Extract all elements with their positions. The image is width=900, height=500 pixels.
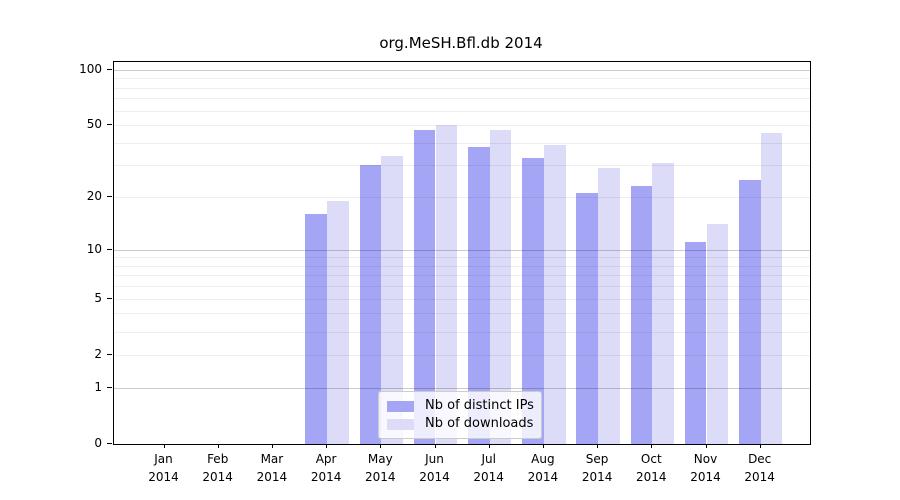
gridline-minor-20 xyxy=(114,197,810,199)
gridline-minor-80 xyxy=(114,87,810,89)
bar-may-downloads xyxy=(381,155,403,444)
plot-area: Nb of distinct IPs Nb of downloads xyxy=(113,61,811,445)
bar-jun-distinct-ips xyxy=(413,130,436,444)
y-tick-2 xyxy=(107,353,112,355)
gridline-major-100 xyxy=(114,69,810,71)
gridline-minor-90 xyxy=(114,78,810,80)
bar-jun-downloads xyxy=(435,125,458,444)
gridline-minor-6 xyxy=(114,286,810,288)
bar-aug-downloads xyxy=(543,144,566,444)
x-tick-sep xyxy=(597,444,599,448)
bar-apr-distinct-ips xyxy=(305,214,328,444)
gridline-minor-9 xyxy=(114,257,810,259)
x-tick-nov xyxy=(705,444,707,448)
gridlines-layer xyxy=(114,62,810,444)
x-tick-label-jul: Jul 2014 xyxy=(473,452,504,484)
y-tick-5 xyxy=(107,297,112,299)
gridline-minor-8 xyxy=(114,265,810,267)
gridline-minor-5 xyxy=(114,298,810,300)
x-tick-jun xyxy=(434,444,436,448)
bar-nov-downloads xyxy=(706,224,729,444)
gridline-minor-4 xyxy=(114,313,810,315)
x-tick-label-jan: Jan 2014 xyxy=(148,452,179,484)
y-tick-label-100: 100 xyxy=(79,61,102,76)
bar-oct-distinct-ips xyxy=(630,186,653,444)
y-axis: 0 1 2 5 10 20 50 100 xyxy=(0,61,113,450)
x-tick-mar xyxy=(271,444,273,448)
legend-label-downloads: Nb of downloads xyxy=(425,416,534,431)
x-tick-label-dec: Dec 2014 xyxy=(744,452,775,484)
gridline-minor-2 xyxy=(114,354,810,356)
gridline-minor-7 xyxy=(114,275,810,277)
bar-jul-downloads xyxy=(489,130,512,444)
x-tick-label-may: May 2014 xyxy=(365,452,396,484)
legend-swatch-distinct-ips xyxy=(387,400,414,412)
gridline-minor-60 xyxy=(114,110,810,112)
x-tick-oct xyxy=(651,444,653,448)
y-tick-label-2: 2 xyxy=(94,346,102,361)
bar-aug-distinct-ips xyxy=(522,157,544,444)
gridline-minor-50 xyxy=(114,125,810,127)
gridline-minor-30 xyxy=(114,165,810,167)
legend-item-downloads: Nb of downloads xyxy=(387,415,533,433)
bars-layer xyxy=(114,62,810,444)
x-tick-label-nov: Nov 2014 xyxy=(690,452,721,484)
x-tick-feb xyxy=(217,444,219,448)
y-tick-label-20: 20 xyxy=(86,189,102,204)
x-tick-label-jun: Jun 2014 xyxy=(419,452,450,484)
gridline-major-1 xyxy=(114,387,810,389)
x-tick-aug xyxy=(542,444,544,448)
y-tick-50 xyxy=(107,124,112,126)
x-tick-jan xyxy=(163,444,165,448)
gridline-minor-40 xyxy=(114,142,810,144)
bar-sep-downloads xyxy=(598,168,620,444)
y-tick-10 xyxy=(107,248,112,250)
x-tick-label-oct: Oct 2014 xyxy=(636,452,667,484)
bar-jul-distinct-ips xyxy=(468,146,490,444)
gridline-major-10 xyxy=(114,249,810,251)
chart-title: org.MeSH.Bfl.db 2014 xyxy=(379,34,543,52)
bar-may-distinct-ips xyxy=(359,165,382,444)
x-tick-label-mar: Mar 2014 xyxy=(256,452,288,484)
y-tick-100 xyxy=(107,68,112,70)
legend-swatch-downloads xyxy=(387,418,414,430)
legend-label-distinct-ips: Nb of distinct IPs xyxy=(425,398,534,413)
x-tick-label-aug: Aug 2014 xyxy=(527,452,559,484)
x-tick-label-sep: Sep 2014 xyxy=(581,452,613,484)
y-tick-0 xyxy=(107,443,112,444)
y-tick-label-5: 5 xyxy=(94,290,102,305)
gridline-minor-3 xyxy=(114,331,810,333)
bar-dec-downloads xyxy=(760,133,783,444)
bar-apr-downloads xyxy=(327,201,349,444)
y-tick-label-10: 10 xyxy=(86,241,102,256)
legend: Nb of distinct IPs Nb of downloads xyxy=(378,391,542,439)
bar-oct-downloads xyxy=(652,162,674,444)
gridline-minor-70 xyxy=(114,98,810,100)
y-tick-label-0: 0 xyxy=(94,436,102,450)
y-tick-1 xyxy=(107,386,112,388)
x-axis: Jan 2014 Feb 2014 Mar 2014 Apr 2014 May 2014 Jun 20… xyxy=(113,443,809,493)
x-tick-label-apr: Apr 2014 xyxy=(310,452,342,484)
y-tick-label-1: 1 xyxy=(94,379,102,394)
bar-sep-distinct-ips xyxy=(576,193,599,444)
bar-dec-distinct-ips xyxy=(739,179,761,444)
x-tick-may xyxy=(380,444,382,448)
y-tick-label-50: 50 xyxy=(86,117,102,132)
legend-item-distinct-ips: Nb of distinct IPs xyxy=(387,397,534,415)
x-tick-label-feb: Feb 2014 xyxy=(202,452,233,484)
x-tick-jul xyxy=(488,444,490,448)
bar-nov-distinct-ips xyxy=(684,242,707,444)
x-tick-apr xyxy=(326,444,328,448)
x-tick-dec xyxy=(759,444,761,448)
y-tick-20 xyxy=(107,196,112,198)
